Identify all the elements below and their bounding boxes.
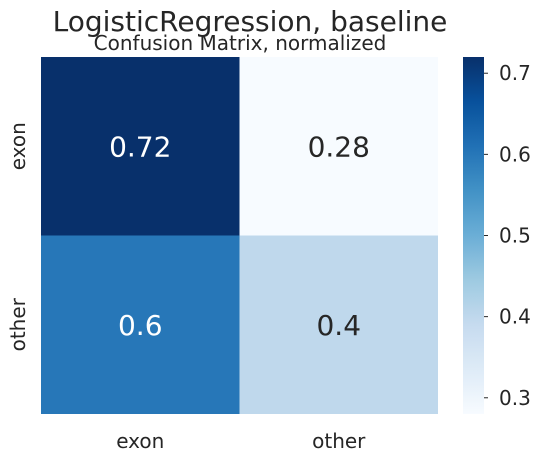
heatmap-cell-1-1: [239, 235, 438, 414]
colorbar-gradient: [463, 57, 484, 414]
x-tick-labels: exon other: [116, 429, 366, 453]
cell-value-label-0-1: 0.28: [308, 130, 370, 163]
chart-subtitle: Confusion Matrix, normalized: [94, 31, 387, 55]
cell-value-label-1-1: 0.4: [316, 309, 361, 342]
colorbar-tick-label-0: 0.3: [499, 386, 531, 410]
y-tick-label-0: exon: [6, 122, 30, 170]
y-tick-labels: exon other: [6, 122, 30, 351]
colorbar-tick-label-1: 0.4: [499, 305, 531, 329]
x-tick-label-0: exon: [116, 429, 164, 453]
chart-title: LogisticRegression, baseline: [53, 5, 448, 38]
heatmap-cell-1-0: [41, 235, 240, 414]
heatmap-cell-0-1: [239, 57, 438, 236]
colorbar-tick-label-3: 0.6: [499, 142, 531, 166]
cell-value-label-0-0: 0.72: [109, 130, 171, 163]
colorbar-tick-label-4: 0.7: [499, 61, 531, 85]
heatmap-cell-0-0: [41, 57, 240, 236]
colorbar: 0.3 0.4 0.5 0.6 0.7: [463, 57, 531, 414]
y-tick-label-1: other: [6, 297, 30, 351]
colorbar-tick-label-2: 0.5: [499, 224, 531, 248]
heatmap-cells: 0.72 0.28 0.6 0.4: [41, 57, 438, 414]
cell-value-label-1-0: 0.6: [118, 309, 163, 342]
x-tick-label-1: other: [312, 429, 366, 453]
